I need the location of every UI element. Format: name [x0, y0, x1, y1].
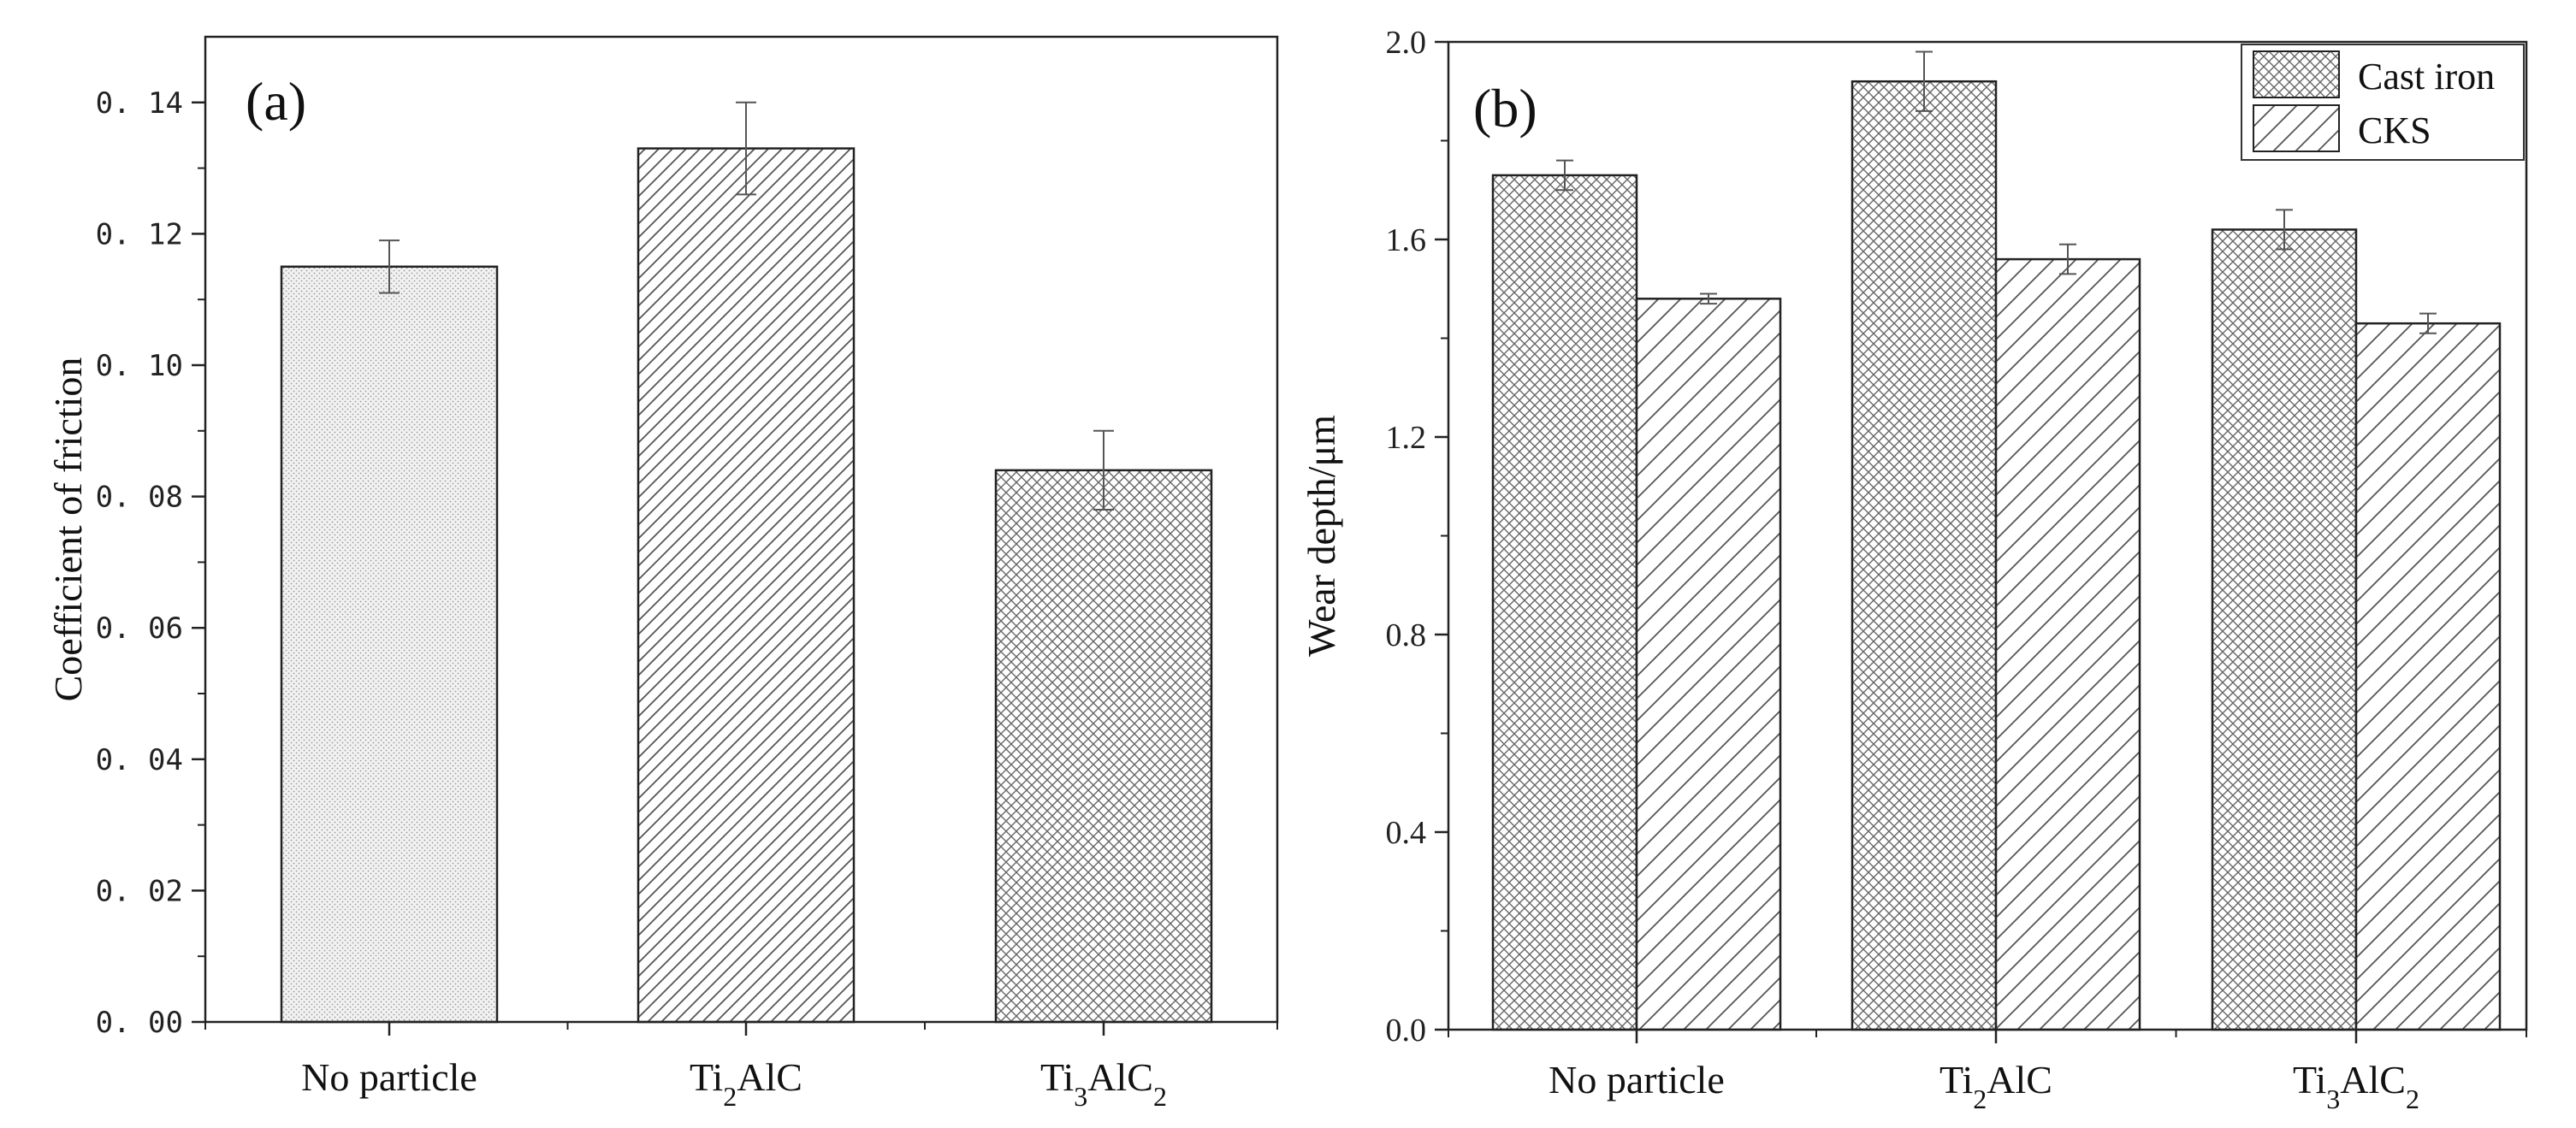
panel-b-error-bars: [1556, 50, 2437, 334]
legend-swatch-cast-iron: [2253, 50, 2340, 98]
panel-a-error-bars: [379, 101, 1114, 511]
legend-label-cks: CKS: [2358, 109, 2431, 151]
y-tick-label: 0.4: [1386, 815, 1427, 851]
bar-cast-iron-ti3alc2: [2211, 228, 2358, 1031]
y-tick-label: 0. 10: [96, 349, 183, 383]
bar-ti3alc2: [994, 469, 1213, 1024]
y-tick-label: 1.2: [1386, 420, 1427, 456]
y-tick-label: 0. 00: [96, 1006, 183, 1040]
y-tick-label: 0.8: [1386, 617, 1427, 653]
error-bar-cast-iron-no-particle: [1556, 159, 1573, 192]
x-tick-label: Ti3AlC2: [2293, 1058, 2419, 1114]
panel-b-label: (b): [1473, 78, 1537, 139]
panel-a-axes: [204, 35, 1279, 1024]
y-tick-label: 0. 04: [96, 743, 183, 777]
y-tick-label: 0.0: [1386, 1013, 1427, 1048]
error-bar-cks-ti3alc2: [2419, 312, 2437, 334]
panel-b-y-ticks: 0.0 0.4 0.8 1.2 1.6 2.0: [1386, 25, 1448, 1048]
bar-cast-iron-no-particle: [1491, 174, 1638, 1031]
panel-a-bars: [280, 147, 1213, 1024]
panel-a-label: (a): [246, 71, 306, 132]
panel-a-y-axis-title: Coefficient of friction: [46, 357, 90, 702]
y-tick-label: 0. 14: [96, 86, 183, 121]
error-bar-cast-iron-ti3alc2: [2276, 209, 2293, 251]
y-tick-label: 2.0: [1386, 25, 1427, 61]
x-tick-label: Ti2AlC: [1939, 1058, 2052, 1114]
legend-swatch-cks: [2253, 104, 2340, 152]
y-tick-label: 0. 02: [96, 874, 183, 908]
x-tick-label: Ti2AlC: [690, 1055, 802, 1112]
error-bar-cks-ti2alc: [2059, 243, 2076, 275]
error-bar-no-particle: [379, 239, 400, 294]
bar-ti2alc: [637, 147, 856, 1024]
error-bar-ti2alc: [736, 101, 756, 196]
y-tick-label: 0. 06: [96, 611, 183, 646]
y-tick-label: 0. 12: [96, 217, 183, 251]
bar-cast-iron-ti2alc: [1851, 80, 1998, 1031]
error-bar-ti3alc2: [1093, 429, 1114, 511]
bar-cks-no-particle: [1635, 298, 1782, 1031]
bar-cks-ti2alc: [1994, 257, 2141, 1031]
error-bar-cast-iron-ti2alc: [1916, 50, 1933, 112]
x-tick-label: Ti3AlC2: [1040, 1055, 1167, 1112]
panel-b-y-axis-title: Wear depth/μm: [1300, 415, 1343, 657]
bar-cks-ti3alc2: [2354, 322, 2502, 1031]
error-bar-cks-no-particle: [1700, 292, 1717, 305]
panel-a-y-ticks: 0. 00 0. 02 0. 04 0. 06 0. 08 0. 10 0. 12 0. 14: [96, 86, 205, 1040]
y-tick-label: 0. 08: [96, 481, 183, 515]
plot-frame-a: [204, 35, 1279, 1024]
panel-b-bars: [1491, 80, 2502, 1031]
legend-label-cast-iron: Cast iron: [2358, 56, 2495, 97]
panel-b-x-ticks: No particle Ti2AlC Ti3AlC2: [1448, 1030, 2527, 1114]
panel-b-legend: Cast iron CKS: [2241, 44, 2525, 161]
y-tick-label: 1.6: [1386, 222, 1427, 258]
panel-a-chart: 0. 00 0. 02 0. 04 0. 06 0. 08 0. 10 0. 12 0. 14…: [46, 35, 1279, 1112]
x-tick-label: No particle: [301, 1055, 477, 1099]
bar-no-particle: [280, 265, 499, 1024]
panel-a-x-ticks: No particle Ti2AlC Ti3AlC2: [204, 1022, 1278, 1112]
panel-b-chart: 0.0 0.4 0.8 1.2 1.6 2.0 No particle Ti2AlC Ti3A…: [1300, 25, 2528, 1114]
x-tick-label: No particle: [1549, 1058, 1725, 1101]
